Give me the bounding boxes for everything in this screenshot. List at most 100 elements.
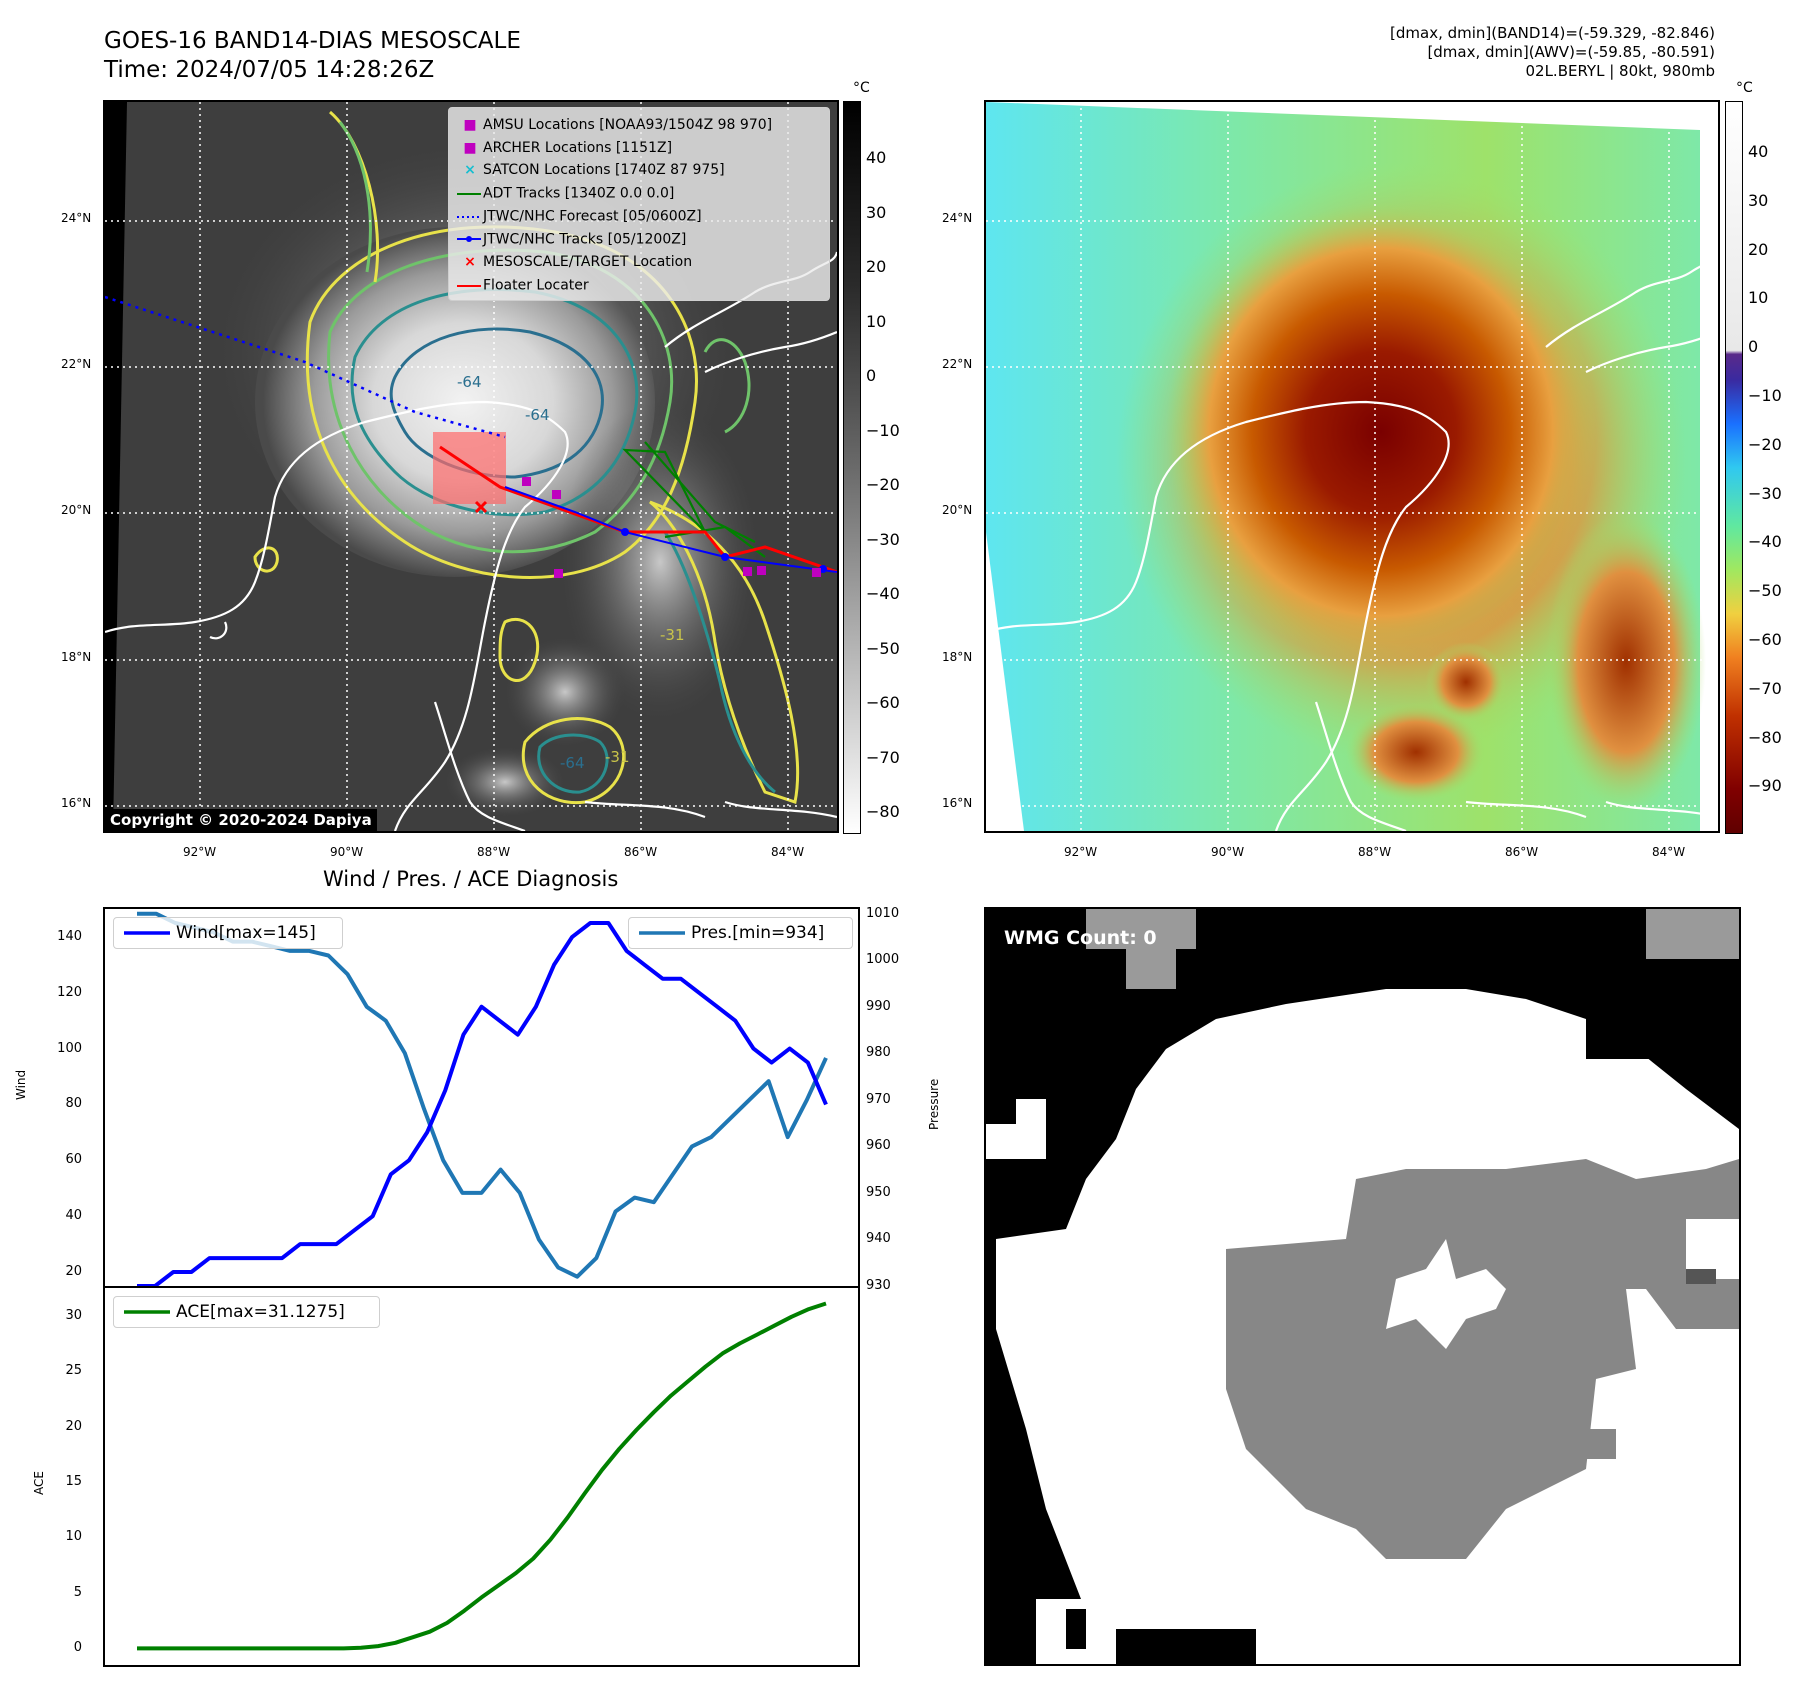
colorbar-color-tick-label: −40	[1748, 532, 1782, 552]
colorbar-color-tick-label: −90	[1748, 776, 1782, 796]
pres-legend-swatch	[639, 931, 685, 935]
wind-axis-tick-label: 120	[57, 984, 82, 1000]
lon-label: 86°W	[1505, 845, 1539, 859]
contour-label: -31	[605, 748, 630, 766]
wind-axis-tick-label: 40	[65, 1208, 82, 1224]
square-marker-icon: ■	[463, 139, 477, 156]
wind-axis-tick-label: 80	[65, 1096, 82, 1112]
lon-label: 90°W	[330, 845, 364, 859]
colorbar-color	[1725, 101, 1743, 834]
colorbar-gray-tick-label: −70	[866, 747, 900, 767]
colorbar-gray-tick-label: 0	[866, 366, 877, 385]
square-marker-icon: ■	[463, 117, 477, 133]
ace-axis-tick-label: 5	[73, 1584, 82, 1600]
colorbar-gray-tick-label: −40	[866, 584, 900, 603]
ace-axis-tick-label: 30	[65, 1307, 82, 1323]
chart-title: GOES-16 BAND14-DIAS MESOSCALE	[104, 28, 521, 54]
adt-tracks	[622, 441, 766, 558]
chart-time: Time: 2024/07/05 14:28:26Z	[104, 57, 435, 83]
floater-line	[439, 445, 837, 574]
colorbar-color-tick-label: −60	[1748, 630, 1782, 649]
colorbar-color-tick-label: 10	[1748, 288, 1769, 308]
ace-axis-tick-label: 0	[73, 1640, 82, 1656]
colorbar-gray-unit: °C	[853, 80, 870, 96]
jtwc-track	[504, 486, 837, 573]
wind-pres-svg	[137, 911, 828, 1286]
contour-label: -64	[457, 373, 482, 391]
pres-legend: Pres.[min=934]	[628, 917, 853, 949]
lon-label: 88°W	[477, 845, 511, 859]
colorbar-gray-tick-label: 20	[866, 257, 887, 276]
legend-row-adt: ADT Tracks [1340Z 0.0 0.0]	[457, 182, 772, 205]
lat-label: 20°N	[942, 503, 973, 517]
colorbar-gray-tick-label: −60	[866, 693, 900, 712]
lon-label: 86°W	[624, 845, 658, 859]
lon-label: 84°W	[1652, 845, 1686, 859]
lon-label: 88°W	[1358, 845, 1392, 859]
lat-label: 18°N	[61, 650, 92, 664]
colorbar-gray-tick-label: −50	[866, 638, 900, 658]
lat-label: 18°N	[942, 650, 973, 664]
lat-label: 20°N	[61, 503, 92, 517]
ir-map-panel: -64 -64 -31 -64 -31 ■ AMSU Locations [NOA…	[103, 100, 839, 833]
lat-label: 22°N	[942, 357, 973, 371]
pres-axis-tick-label: 950	[866, 1184, 891, 1200]
legend-row-mesoscale: × MESOSCALE/TARGET Location	[457, 251, 772, 274]
ace-axis-tick-label: 15	[65, 1474, 82, 1490]
colorbar-color-tick-label: −20	[1748, 434, 1782, 454]
contour-label: -64	[560, 754, 585, 772]
lat-label: 16°N	[942, 796, 973, 810]
lon-label: 84°W	[771, 845, 805, 859]
wind-axis-tick-label: 60	[65, 1152, 82, 1168]
colorbar-gray-tick-label: 10	[866, 311, 887, 331]
wind-axis-tick-label: 100	[57, 1040, 82, 1056]
pres-axis-tick-label: 970	[866, 1091, 891, 1107]
ace-ylabel: ACE	[32, 1471, 46, 1495]
colorbar-gray	[843, 101, 861, 834]
ace-plot: ACE[max=31.1275]	[103, 1286, 860, 1667]
colorbar-gray-tick-label: 30	[866, 202, 887, 222]
meta-band14: [dmax, dmin](BAND14)=(-59.329, -82.846)	[1390, 24, 1715, 42]
legend-row-forecast: JTWC/NHC Forecast [05/0600Z]	[457, 205, 772, 228]
lon-label: 92°W	[1064, 845, 1098, 859]
x-marker-icon: ×	[464, 254, 476, 271]
colorbar-gray-tick-label: 40	[866, 148, 887, 167]
colorbar-color-tick-label: −70	[1748, 678, 1782, 698]
wind-pres-plot: Wind[max=145] Pres.[min=934]	[103, 907, 860, 1288]
colorbar-color-tick-label: −10	[1748, 386, 1782, 405]
pres-ylabel: Pressure	[927, 1078, 941, 1130]
pres-axis-tick-label: 1000	[866, 952, 900, 968]
pres-axis-tick-label: 930	[866, 1278, 891, 1293]
line-marker-icon	[457, 182, 483, 205]
colorbar-color-tick-label: 30	[1748, 190, 1769, 210]
ace-line	[137, 1301, 827, 1651]
pres-axis-tick-label: 980	[866, 1045, 891, 1061]
ace-svg	[137, 1301, 827, 1651]
colorbar-color-tick-label: 0	[1748, 337, 1759, 357]
wmg-count-label: WMG Count: 0	[1004, 927, 1157, 949]
colorbar-color-tick-label: −30	[1748, 483, 1782, 503]
colorbar-color-tick-label: 20	[1748, 239, 1769, 259]
colorbar-gray-tick-label: −80	[866, 802, 900, 821]
amsu-archer-markers	[522, 477, 821, 578]
contour-label: -31	[660, 626, 685, 644]
pres-axis-tick-label: 990	[866, 998, 891, 1014]
copyright-badge: Copyright © 2020-2024 Dapiya	[105, 809, 377, 831]
colorbar-color-tick-label: −50	[1748, 581, 1782, 601]
colorbar-color-unit: °C	[1736, 80, 1753, 96]
wind-legend-swatch	[124, 931, 170, 935]
wmg-panel: WMG Count: 0	[984, 907, 1741, 1666]
ace-legend-swatch	[124, 1310, 170, 1314]
colorbar-gray-tick-label: −30	[866, 529, 900, 549]
color-map-panel	[984, 100, 1720, 833]
colorbar-gray-tick-label: −10	[866, 420, 900, 440]
legend-row-amsu: ■ AMSU Locations [NOAA93/1504Z 98 970]	[457, 114, 772, 137]
wind-axis-tick-label: 20	[65, 1264, 82, 1280]
lon-label: 92°W	[183, 845, 217, 859]
lat-label: 24°N	[942, 211, 973, 225]
dotted-line-icon	[457, 205, 483, 228]
ace-axis-tick-label: 20	[65, 1418, 82, 1434]
color-map-image	[986, 102, 1718, 831]
wind-line	[137, 921, 828, 1286]
pres-axis-tick-label: 940	[866, 1231, 891, 1247]
